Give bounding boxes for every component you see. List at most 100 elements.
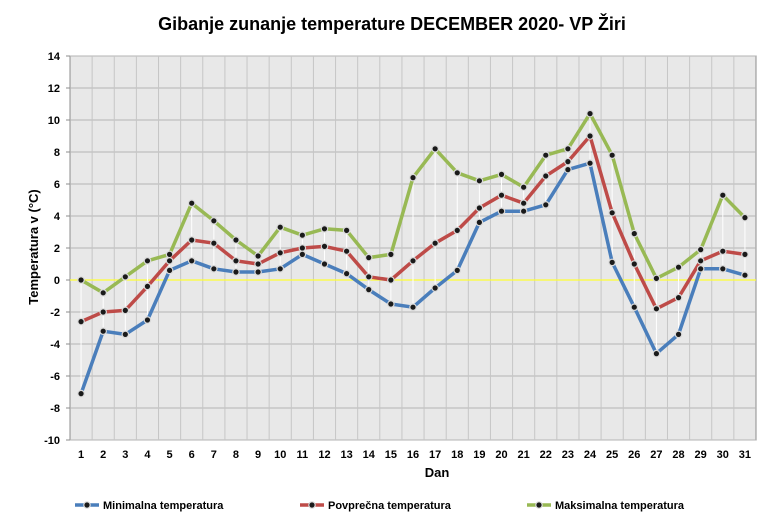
data-point [431, 145, 439, 153]
data-point [741, 250, 749, 259]
data-point [121, 272, 130, 281]
data-point [564, 165, 572, 174]
x-tick-label: 7 [211, 449, 217, 461]
data-point [564, 157, 572, 166]
x-tick-label: 20 [495, 449, 507, 461]
data-point [541, 151, 550, 160]
data-point [630, 260, 639, 268]
data-point [608, 258, 616, 267]
data-point [187, 256, 196, 265]
data-point [696, 256, 705, 265]
data-point [387, 276, 395, 284]
x-tick-label: 29 [695, 449, 707, 461]
data-point [696, 245, 705, 254]
data-point [652, 349, 661, 358]
y-tick-label: 8 [54, 147, 60, 159]
data-point [298, 244, 307, 252]
data-point [586, 159, 594, 168]
y-tick-label: -8 [50, 403, 60, 415]
data-point [387, 300, 395, 308]
y-tick-label: -4 [50, 339, 61, 351]
data-point [453, 169, 462, 177]
data-point [696, 264, 705, 273]
y-tick-label: 10 [48, 115, 60, 127]
data-point [342, 247, 351, 256]
x-tick-label: 14 [363, 449, 376, 461]
data-point [608, 209, 616, 217]
data-point [320, 260, 329, 268]
x-tick-label: 16 [407, 449, 419, 461]
legend-label: Minimalna temperatura [103, 500, 224, 512]
data-point [276, 264, 285, 273]
y-tick-label: 4 [54, 211, 61, 223]
x-tick-label: 13 [340, 449, 352, 461]
data-point [165, 256, 174, 265]
series-3 [77, 109, 749, 297]
data-point [342, 269, 351, 278]
data-point [121, 306, 130, 315]
x-tick-label: 24 [584, 449, 597, 461]
x-tick-label: 5 [167, 449, 173, 461]
legend-marker [83, 501, 91, 509]
x-tick-label: 12 [318, 449, 330, 461]
x-tick-label: 15 [385, 449, 397, 461]
data-point [431, 239, 439, 248]
x-tick-label: 19 [473, 449, 485, 461]
data-point [674, 263, 683, 272]
x-tick-label: 26 [628, 449, 640, 461]
x-tick-label: 28 [672, 449, 684, 461]
data-point [143, 256, 152, 265]
data-point [475, 177, 484, 185]
data-point [652, 304, 661, 313]
x-tick-label: 21 [518, 449, 530, 461]
data-point [210, 217, 218, 225]
data-point [210, 239, 218, 248]
data-point [630, 303, 639, 312]
data-point [298, 250, 307, 259]
data-point [387, 250, 395, 259]
series-2 [77, 132, 749, 326]
data-point [519, 207, 528, 216]
data-point [99, 288, 107, 297]
x-tick-label: 2 [100, 449, 106, 461]
data-point [674, 330, 683, 339]
data-point [320, 225, 329, 233]
data-point [99, 308, 107, 316]
x-axis-label: Dan [425, 465, 450, 480]
data-point [298, 231, 307, 240]
y-tick-label: 2 [54, 243, 60, 255]
data-point [210, 264, 218, 273]
data-point [586, 109, 594, 118]
data-point [719, 191, 727, 200]
data-point [741, 271, 749, 280]
legend-item: Minimalna temperatura [75, 500, 224, 512]
data-point [99, 327, 107, 336]
data-point [453, 266, 462, 275]
data-point [187, 236, 196, 244]
x-tick-label: 22 [540, 449, 552, 461]
x-tick-label: 25 [606, 449, 618, 461]
data-point [121, 330, 130, 339]
legend-label: Maksimalna temperatura [555, 500, 685, 512]
x-tick-label: 11 [297, 449, 309, 461]
y-tick-label: 6 [54, 179, 60, 191]
legend-marker [308, 501, 316, 509]
data-point [541, 172, 550, 180]
data-point [497, 191, 506, 200]
data-point [254, 268, 262, 276]
data-point [232, 268, 240, 276]
data-point [719, 264, 727, 273]
data-point [541, 201, 550, 209]
x-tick-label: 23 [562, 449, 574, 461]
data-point [254, 260, 262, 268]
data-point [497, 207, 506, 216]
data-point [232, 256, 240, 265]
y-tick-label: -2 [50, 307, 60, 319]
data-point [741, 213, 749, 222]
data-point [409, 303, 417, 312]
data-point [77, 276, 85, 284]
legend-marker [535, 501, 543, 509]
data-point [431, 284, 439, 292]
data-point [320, 242, 329, 251]
